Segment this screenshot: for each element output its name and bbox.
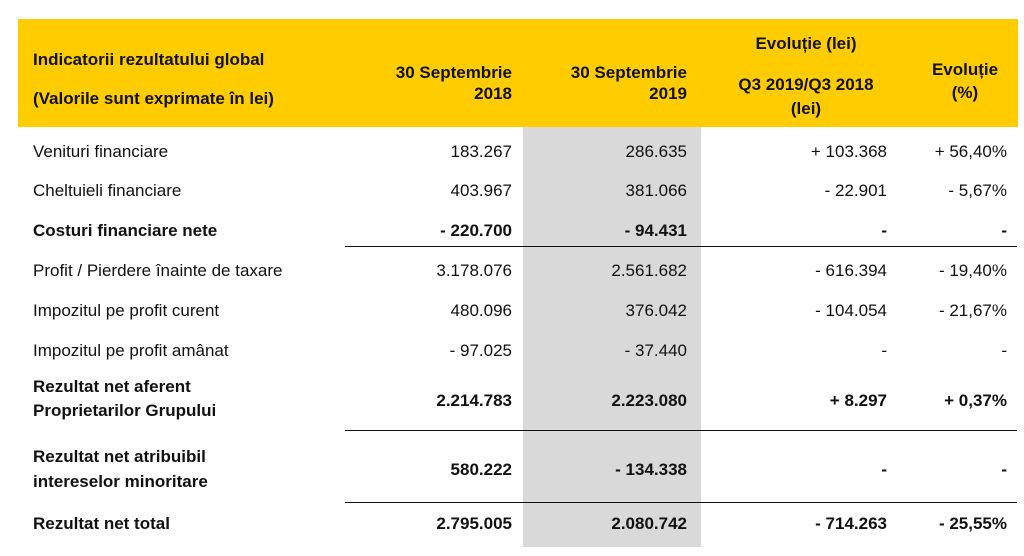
row-evolution: - 22.901 <box>824 181 887 200</box>
row-evolution: - <box>881 460 887 479</box>
row-value-2018: - 97.025 <box>449 341 512 360</box>
header-col5-line2: (%) <box>951 83 979 102</box>
row-value-2018: 183.267 <box>450 142 512 161</box>
row-percent: - 25,55% <box>938 514 1007 533</box>
row-evolution: + 8.297 <box>829 391 887 410</box>
row-value-2019: 2.080.742 <box>611 514 687 533</box>
header-col2-line1: 30 Septembrie <box>395 63 512 82</box>
row-value-2018: 480.096 <box>450 301 512 320</box>
row-label: Impozitul pe profit curent <box>33 301 220 320</box>
row-label: Impozitul pe profit amânat <box>33 341 229 360</box>
header-col4-line3: (lei) <box>790 99 822 118</box>
row-value-2019: 286.635 <box>625 142 687 161</box>
row-label: Rezultat net total <box>33 514 170 533</box>
row-value-2018: 3.178.076 <box>436 261 512 280</box>
row-label: Profit / Pierdere înainte de taxare <box>33 261 283 280</box>
header-col4-line2: Q3 2019/Q3 2018 <box>738 75 874 94</box>
row-value-2018: 580.222 <box>450 460 512 479</box>
row-value-2018: 403.967 <box>450 181 512 200</box>
row-value-2019: - 94.431 <box>624 221 687 240</box>
row-percent: - <box>1001 460 1007 479</box>
row-evolution: - <box>881 341 887 360</box>
row-value-2019: 2.561.682 <box>611 261 687 280</box>
row-label-line2: intereselor minoritare <box>33 472 208 491</box>
row-evolution: - <box>881 221 887 240</box>
row-percent: - 21,67% <box>938 301 1007 320</box>
row-divider <box>345 502 1017 503</box>
row-percent: - 19,40% <box>938 261 1007 280</box>
row-value-2019: 376.042 <box>625 301 687 320</box>
row-percent: - <box>1001 221 1007 240</box>
row-value-2018: 2.795.005 <box>436 514 512 533</box>
row-value-2019: - 134.338 <box>615 460 687 479</box>
row-label: Cheltuieli financiare <box>33 181 182 200</box>
header-col1-line1: Indicatorii rezultatului global <box>33 50 265 69</box>
row-divider <box>345 246 1017 247</box>
row-evolution: + 103.368 <box>810 142 887 161</box>
row-value-2019: 2.223.080 <box>611 391 687 410</box>
row-label-line2: Proprietarilor Grupului <box>33 401 217 420</box>
header-col4-line1: Evoluție (lei) <box>755 34 857 53</box>
row-evolution: - 616.394 <box>815 261 887 280</box>
highlight-column-2019 <box>523 127 701 547</box>
row-percent: + 56,40% <box>934 142 1007 161</box>
table-header <box>18 19 1018 127</box>
row-percent: - 5,67% <box>948 181 1007 200</box>
row-evolution: - 104.054 <box>815 301 887 320</box>
header-col1-line2: (Valorile sunt exprimate în lei) <box>33 89 274 108</box>
row-label: Venituri financiare <box>33 142 169 161</box>
header-col2-line2: 2018 <box>474 84 512 103</box>
row-evolution: - 714.263 <box>815 514 887 533</box>
row-divider <box>345 430 1017 431</box>
row-percent: + 0,37% <box>944 391 1007 410</box>
header-col5-line1: Evoluție <box>931 60 999 79</box>
header-col3-line2: 2019 <box>649 84 687 103</box>
row-value-2019: 381.066 <box>625 181 687 200</box>
row-value-2019: - 37.440 <box>624 341 687 360</box>
row-value-2018: 2.214.783 <box>436 391 512 410</box>
row-value-2018: - 220.700 <box>440 221 512 240</box>
row-label-line1: Rezultat net aferent <box>33 377 191 396</box>
row-percent: - <box>1001 341 1007 360</box>
row-label: Costuri financiare nete <box>33 221 218 240</box>
row-label-line1: Rezultat net atribuibil <box>33 447 206 466</box>
header-col3-line1: 30 Septembrie <box>570 63 687 82</box>
